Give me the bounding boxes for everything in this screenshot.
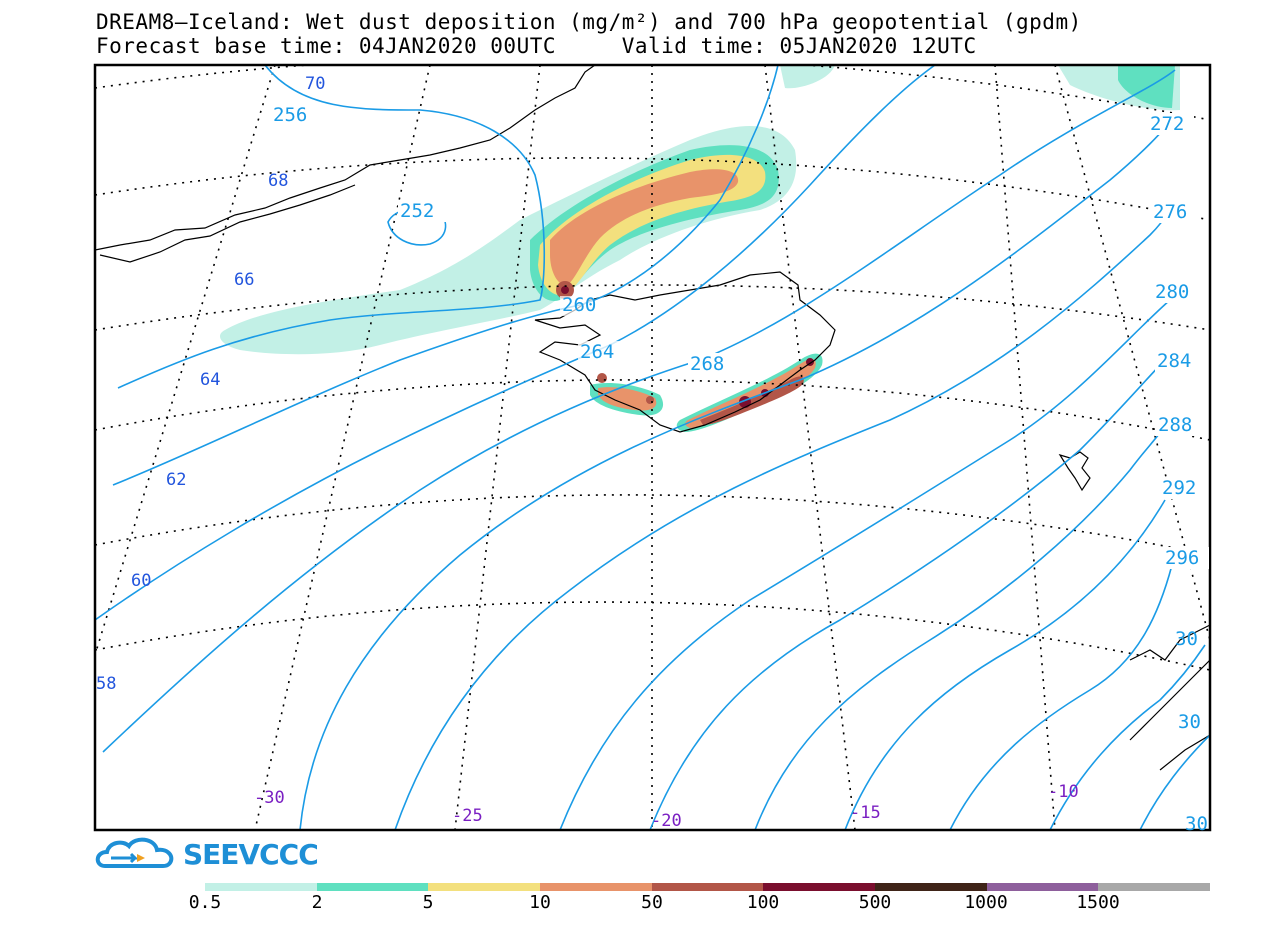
legend-label: 10	[529, 892, 551, 913]
legend-swatch	[316, 883, 429, 891]
legend-swatch	[205, 883, 317, 891]
contour-300	[1049, 644, 1206, 830]
legend-label: 50	[641, 892, 663, 913]
map-subtitle-times: Forecast base time: 04JAN2020 00UTC Vali…	[96, 34, 977, 58]
iceland-coast	[534, 271, 836, 433]
lat-label-64: 64	[200, 370, 220, 390]
greenland-coast	[95, 65, 596, 251]
lon-label-25: -25	[452, 806, 483, 826]
contour-label: 272	[1150, 113, 1184, 135]
legend-label: 5	[422, 892, 434, 913]
lon-label-10: -10	[1048, 782, 1079, 802]
contour-label: 284	[1157, 350, 1191, 372]
legend-label: 2	[311, 892, 323, 913]
meridian-30	[254, 65, 431, 830]
legend-swatch	[651, 883, 764, 891]
legend-swatch	[1098, 883, 1211, 891]
contour-288	[754, 429, 1163, 830]
lat-label-70: 70	[305, 74, 325, 94]
legend-label: 100	[746, 892, 780, 913]
contour-304	[1139, 734, 1210, 830]
contour-label: 256	[273, 104, 307, 126]
legend-swatch	[875, 883, 987, 891]
lon-label-20: -20	[651, 811, 682, 831]
dust-area-0.5-ne	[780, 65, 835, 89]
contour-label: 276	[1153, 201, 1187, 223]
legend-label: 500	[858, 892, 892, 913]
contour-276	[394, 209, 1171, 830]
graticule	[95, 65, 1210, 830]
contour-256	[117, 65, 546, 389]
contour-label: 252	[400, 200, 434, 222]
meridian-15	[764, 65, 856, 830]
contour-label: 292	[1162, 477, 1196, 499]
lat-label-66: 66	[234, 270, 254, 290]
lat-label-62: 62	[166, 470, 186, 490]
contour-label: 280	[1155, 281, 1189, 303]
legend-colorbar	[205, 883, 1211, 891]
contour-label: 260	[562, 294, 596, 316]
contour-284	[649, 359, 1166, 830]
contour-label: 30	[1175, 628, 1198, 650]
lat-label-68: 68	[268, 171, 288, 191]
coastlines	[95, 65, 1210, 771]
legend-label: 0.5	[188, 892, 222, 913]
legend-label: 1000	[964, 892, 1008, 913]
lon-label-30: -30	[254, 788, 285, 808]
legend-swatch	[540, 883, 652, 891]
map-frame	[93, 63, 1212, 832]
contour-label: 30	[1178, 711, 1201, 733]
contour-label: 296	[1165, 547, 1199, 569]
dust-area-south-orange	[598, 387, 657, 411]
parallel-70	[95, 65, 1210, 121]
contour-label: 288	[1158, 414, 1192, 436]
meridian-5	[1054, 65, 1210, 641]
logo-text: SEEVCCC	[183, 838, 319, 871]
legend-swatch	[428, 883, 541, 891]
contour-296	[949, 564, 1173, 830]
map-title: DREAM8—Iceland: Wet dust deposition (mg/…	[96, 10, 1082, 34]
contour-268	[102, 69, 1176, 753]
parallel-66	[95, 284, 1210, 331]
lat-label-58: 58	[96, 674, 116, 694]
meridian-25	[454, 65, 541, 830]
parallel-68	[95, 157, 1210, 221]
contour-272	[299, 114, 1176, 830]
norway-coast	[1129, 624, 1210, 771]
contour-292	[844, 499, 1166, 830]
contour-label: 30	[1185, 813, 1208, 835]
lat-label-60: 60	[131, 571, 151, 591]
contour-label: 264	[580, 341, 614, 363]
dust-area-10	[550, 169, 739, 286]
dust-area-2-ne	[1118, 65, 1175, 108]
seevccc-logo: SEEVCCC	[95, 834, 319, 874]
forecast-map: 256 252 260 264 268 272 276 280 284 288 …	[93, 63, 1212, 835]
cloud-icon	[95, 837, 174, 868]
legend-swatch	[986, 883, 1099, 891]
lon-label-15: -15	[850, 803, 881, 823]
contour-280	[559, 299, 1171, 830]
contour-label: 268	[690, 353, 724, 375]
legend-swatch	[763, 883, 876, 891]
legend-label: 1500	[1076, 892, 1120, 913]
